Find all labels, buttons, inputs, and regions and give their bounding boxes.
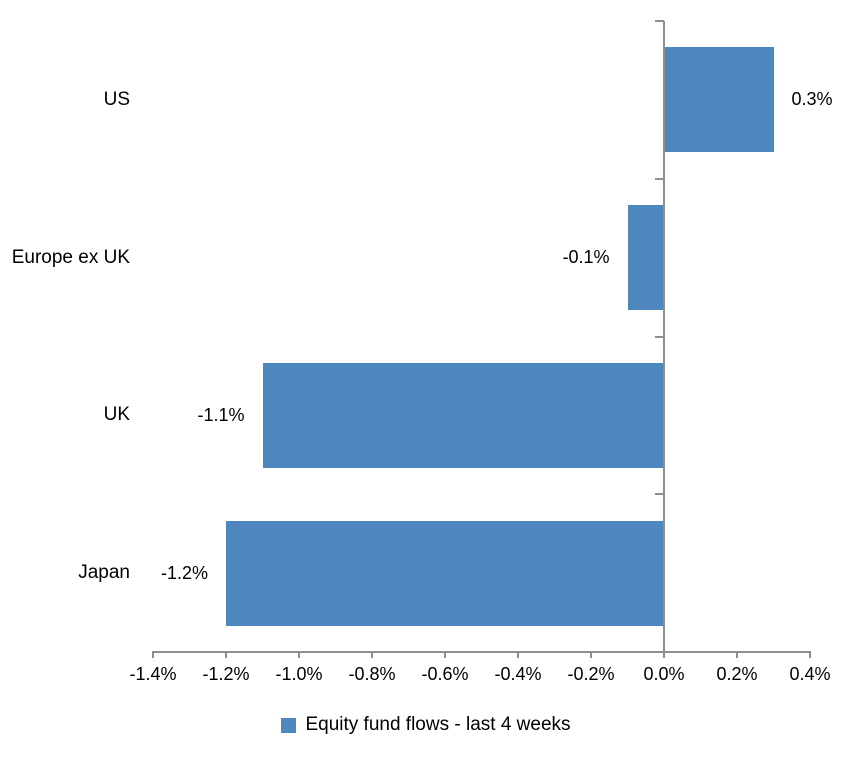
bar-uk <box>262 362 664 468</box>
value-label-us: 0.3% <box>791 89 833 110</box>
value-label-japan: -1.2% <box>160 562 208 583</box>
x-tick-label-6: -0.2% <box>567 664 615 684</box>
x-tick-label-0: -1.4% <box>129 664 177 684</box>
x-tick-label-1: -1.2% <box>202 664 250 684</box>
x-axis-tick-3 <box>371 652 373 658</box>
x-tick-label-8: 0.2% <box>716 664 758 684</box>
y-axis-tick-0 <box>655 20 664 22</box>
x-axis-tick-5 <box>517 652 519 658</box>
x-tick-label-3: -0.8% <box>348 664 396 684</box>
bar-us <box>664 47 774 153</box>
x-axis-tick-9 <box>809 652 811 658</box>
x-tick-label-4: -0.6% <box>421 664 469 684</box>
x-axis-tick-0 <box>152 652 154 658</box>
x-tick-label-2: -1.0% <box>275 664 323 684</box>
category-label-europe-ex-uk: Europe ex UK <box>11 246 130 268</box>
y-axis-line <box>663 21 665 658</box>
x-axis-tick-8 <box>736 652 738 658</box>
y-axis-tick-2 <box>655 335 664 338</box>
x-tick-label-7: 0.0% <box>643 664 685 684</box>
x-tick-label-5: -0.4% <box>494 664 542 684</box>
legend-label: Equity fund flows - last 4 weeks <box>305 714 571 735</box>
x-axis-line <box>152 651 811 653</box>
value-label-uk: -1.1% <box>197 404 245 425</box>
x-axis-tick-2 <box>298 652 300 658</box>
legend-swatch <box>281 717 297 733</box>
category-label-uk: UK <box>103 404 130 426</box>
legend: Equity fund flows - last 4 weeks <box>0 714 852 736</box>
y-axis-tick-3 <box>655 493 664 496</box>
bar-japan <box>226 520 664 626</box>
x-axis-tick-7 <box>663 652 665 658</box>
x-axis-tick-6 <box>590 652 592 658</box>
x-tick-label-9: 0.4% <box>789 664 831 684</box>
category-label-us: US <box>103 88 130 110</box>
bar-europe-ex-uk <box>627 205 664 311</box>
y-axis-tick-1 <box>655 177 664 180</box>
x-axis-tick-4 <box>444 652 446 658</box>
x-axis-tick-1 <box>225 652 227 658</box>
value-label-europe-ex-uk: -0.1% <box>562 247 610 268</box>
category-label-japan: Japan <box>78 562 130 584</box>
